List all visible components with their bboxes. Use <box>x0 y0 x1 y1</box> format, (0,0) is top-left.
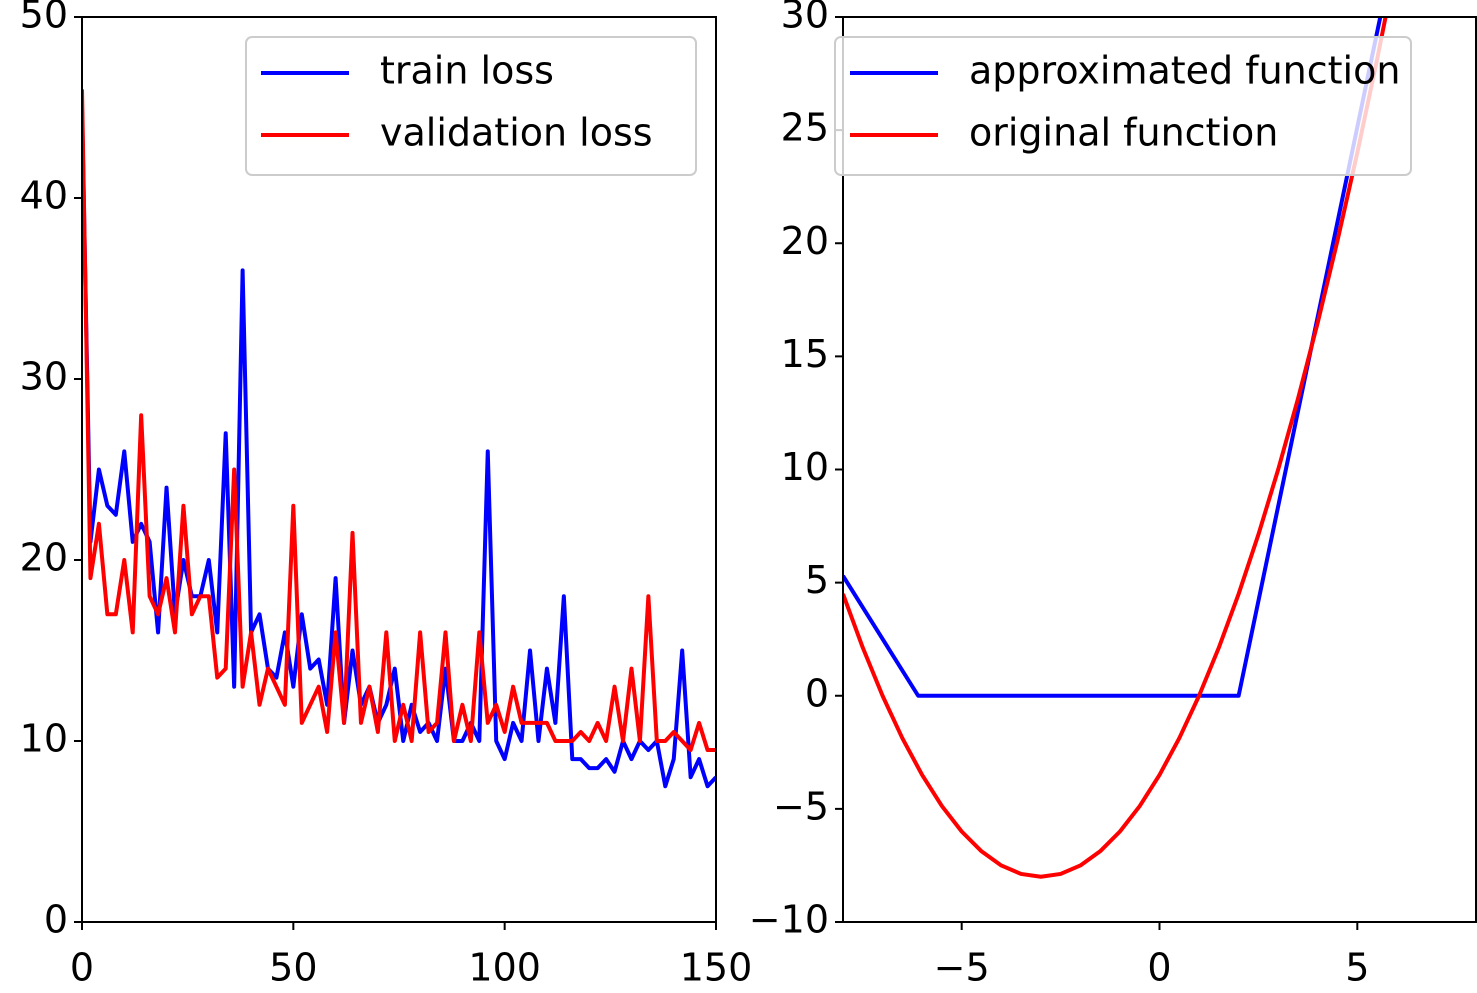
y-tick-label: 15 <box>781 332 829 376</box>
y-tick-label: 0 <box>44 898 68 942</box>
x-tick-label: 50 <box>269 946 317 990</box>
y-tick-label: 10 <box>20 717 68 761</box>
y-tick-label: 40 <box>20 174 68 218</box>
y-tick-label: 30 <box>20 355 68 399</box>
legend-label: train loss <box>380 49 554 93</box>
plot-area <box>82 89 716 789</box>
x-tick-label: −5 <box>934 946 990 990</box>
line <box>843 17 1388 879</box>
line <box>82 89 716 753</box>
plot-area <box>843 17 1388 879</box>
y-tick-label: 0 <box>805 671 829 715</box>
legend-box <box>834 36 1412 176</box>
y-tick-label: −10 <box>749 898 829 942</box>
legend-label: approximated function <box>969 49 1400 93</box>
x-tick-label: 0 <box>1147 946 1171 990</box>
line <box>82 107 716 789</box>
x-tick-label: 150 <box>680 946 753 990</box>
y-tick-label: 20 <box>781 219 829 263</box>
legend-label: validation loss <box>380 111 653 155</box>
y-tick-label: 50 <box>20 0 68 37</box>
y-tick-label: 10 <box>781 445 829 489</box>
y-tick-label: 30 <box>781 0 829 37</box>
y-tick-label: 5 <box>805 558 829 602</box>
legend-label: original function <box>969 111 1278 155</box>
x-tick-label: 0 <box>70 946 94 990</box>
y-tick-label: 25 <box>781 106 829 150</box>
y-tick-label: 20 <box>20 536 68 580</box>
axes-frame <box>81 16 717 923</box>
x-tick-label: 5 <box>1345 946 1369 990</box>
legend-box <box>245 36 697 176</box>
y-tick-label: −5 <box>773 784 829 828</box>
x-tick-label: 100 <box>468 946 541 990</box>
